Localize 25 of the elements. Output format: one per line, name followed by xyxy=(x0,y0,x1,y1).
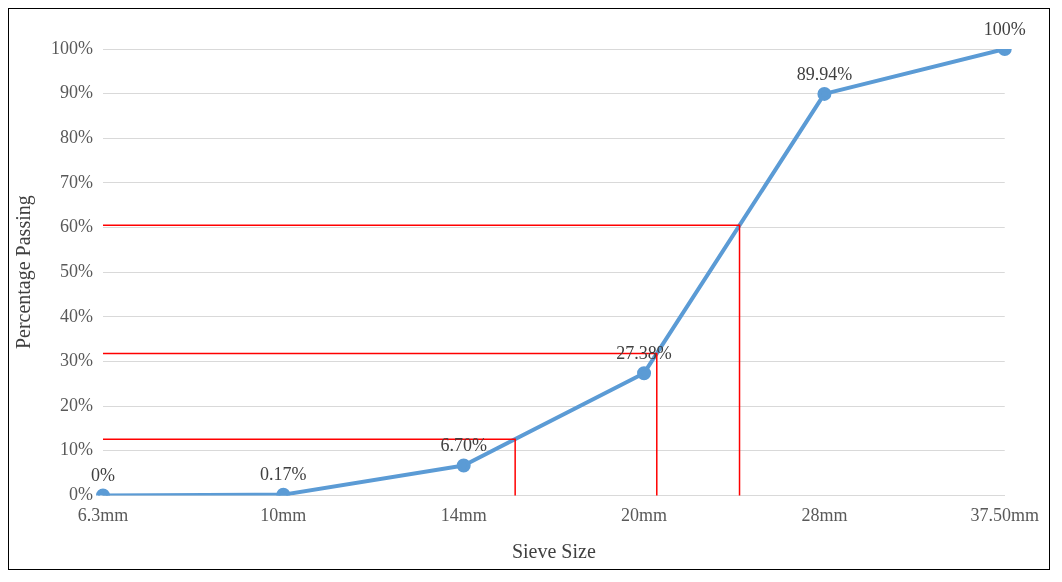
y-tick-label: 0% xyxy=(68,484,93,505)
y-axis-title: Percentage Passing xyxy=(12,195,36,350)
y-tick-label: 60% xyxy=(59,216,93,237)
y-tick-label: 100% xyxy=(50,37,93,58)
x-axis-title: Sieve Size xyxy=(511,540,596,563)
y-tick-label: 10% xyxy=(59,439,93,460)
y-tick-label: 50% xyxy=(59,260,93,281)
x-tick-label: 6.3mm xyxy=(77,504,129,525)
y-tick-label: 70% xyxy=(59,171,93,192)
data-label: 0.17% xyxy=(260,464,307,485)
data-label: 89.94% xyxy=(796,63,853,84)
y-tick-label: 90% xyxy=(59,82,93,103)
data-label: 0% xyxy=(90,465,115,486)
data-label: 100% xyxy=(983,18,1026,39)
data-label: 6.70% xyxy=(440,435,487,456)
x-tick-label: 28mm xyxy=(801,504,848,525)
y-tick-label: 20% xyxy=(59,394,93,415)
point xyxy=(637,366,652,381)
y-tick-label: 80% xyxy=(59,127,93,148)
x-tick-label: 20mm xyxy=(621,504,668,525)
y-tick-label: 40% xyxy=(59,305,93,326)
x-tick-label: 37.50mm xyxy=(970,504,1040,525)
x-tick-label: 14mm xyxy=(440,504,487,525)
y-tick-label: 30% xyxy=(59,350,93,371)
x-tick-label: 10mm xyxy=(260,504,307,525)
